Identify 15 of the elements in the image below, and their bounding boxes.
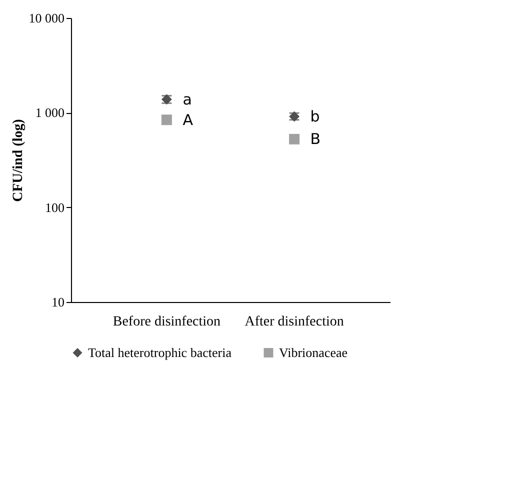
- y-axis-title: CFU/ind (log): [10, 118, 26, 202]
- y-tick-label: 10 000: [28, 10, 64, 26]
- y-tick-label: 100: [45, 200, 64, 215]
- legend-label: Vibrionaceae: [279, 344, 348, 360]
- x-tick-label: After disinfection: [244, 314, 344, 330]
- x-tick-label: Before disinfection: [112, 314, 221, 330]
- annotation: B: [310, 130, 321, 148]
- annotation: a: [182, 90, 192, 108]
- legend-label: Total heterotrophic bacteria: [88, 344, 232, 360]
- point: [289, 134, 300, 144]
- y-tick-label: 10: [52, 294, 64, 310]
- annotation: A: [182, 110, 194, 129]
- y-tick-label: 1 000: [35, 105, 64, 120]
- annotation: b: [310, 108, 320, 126]
- point: [161, 114, 172, 126]
